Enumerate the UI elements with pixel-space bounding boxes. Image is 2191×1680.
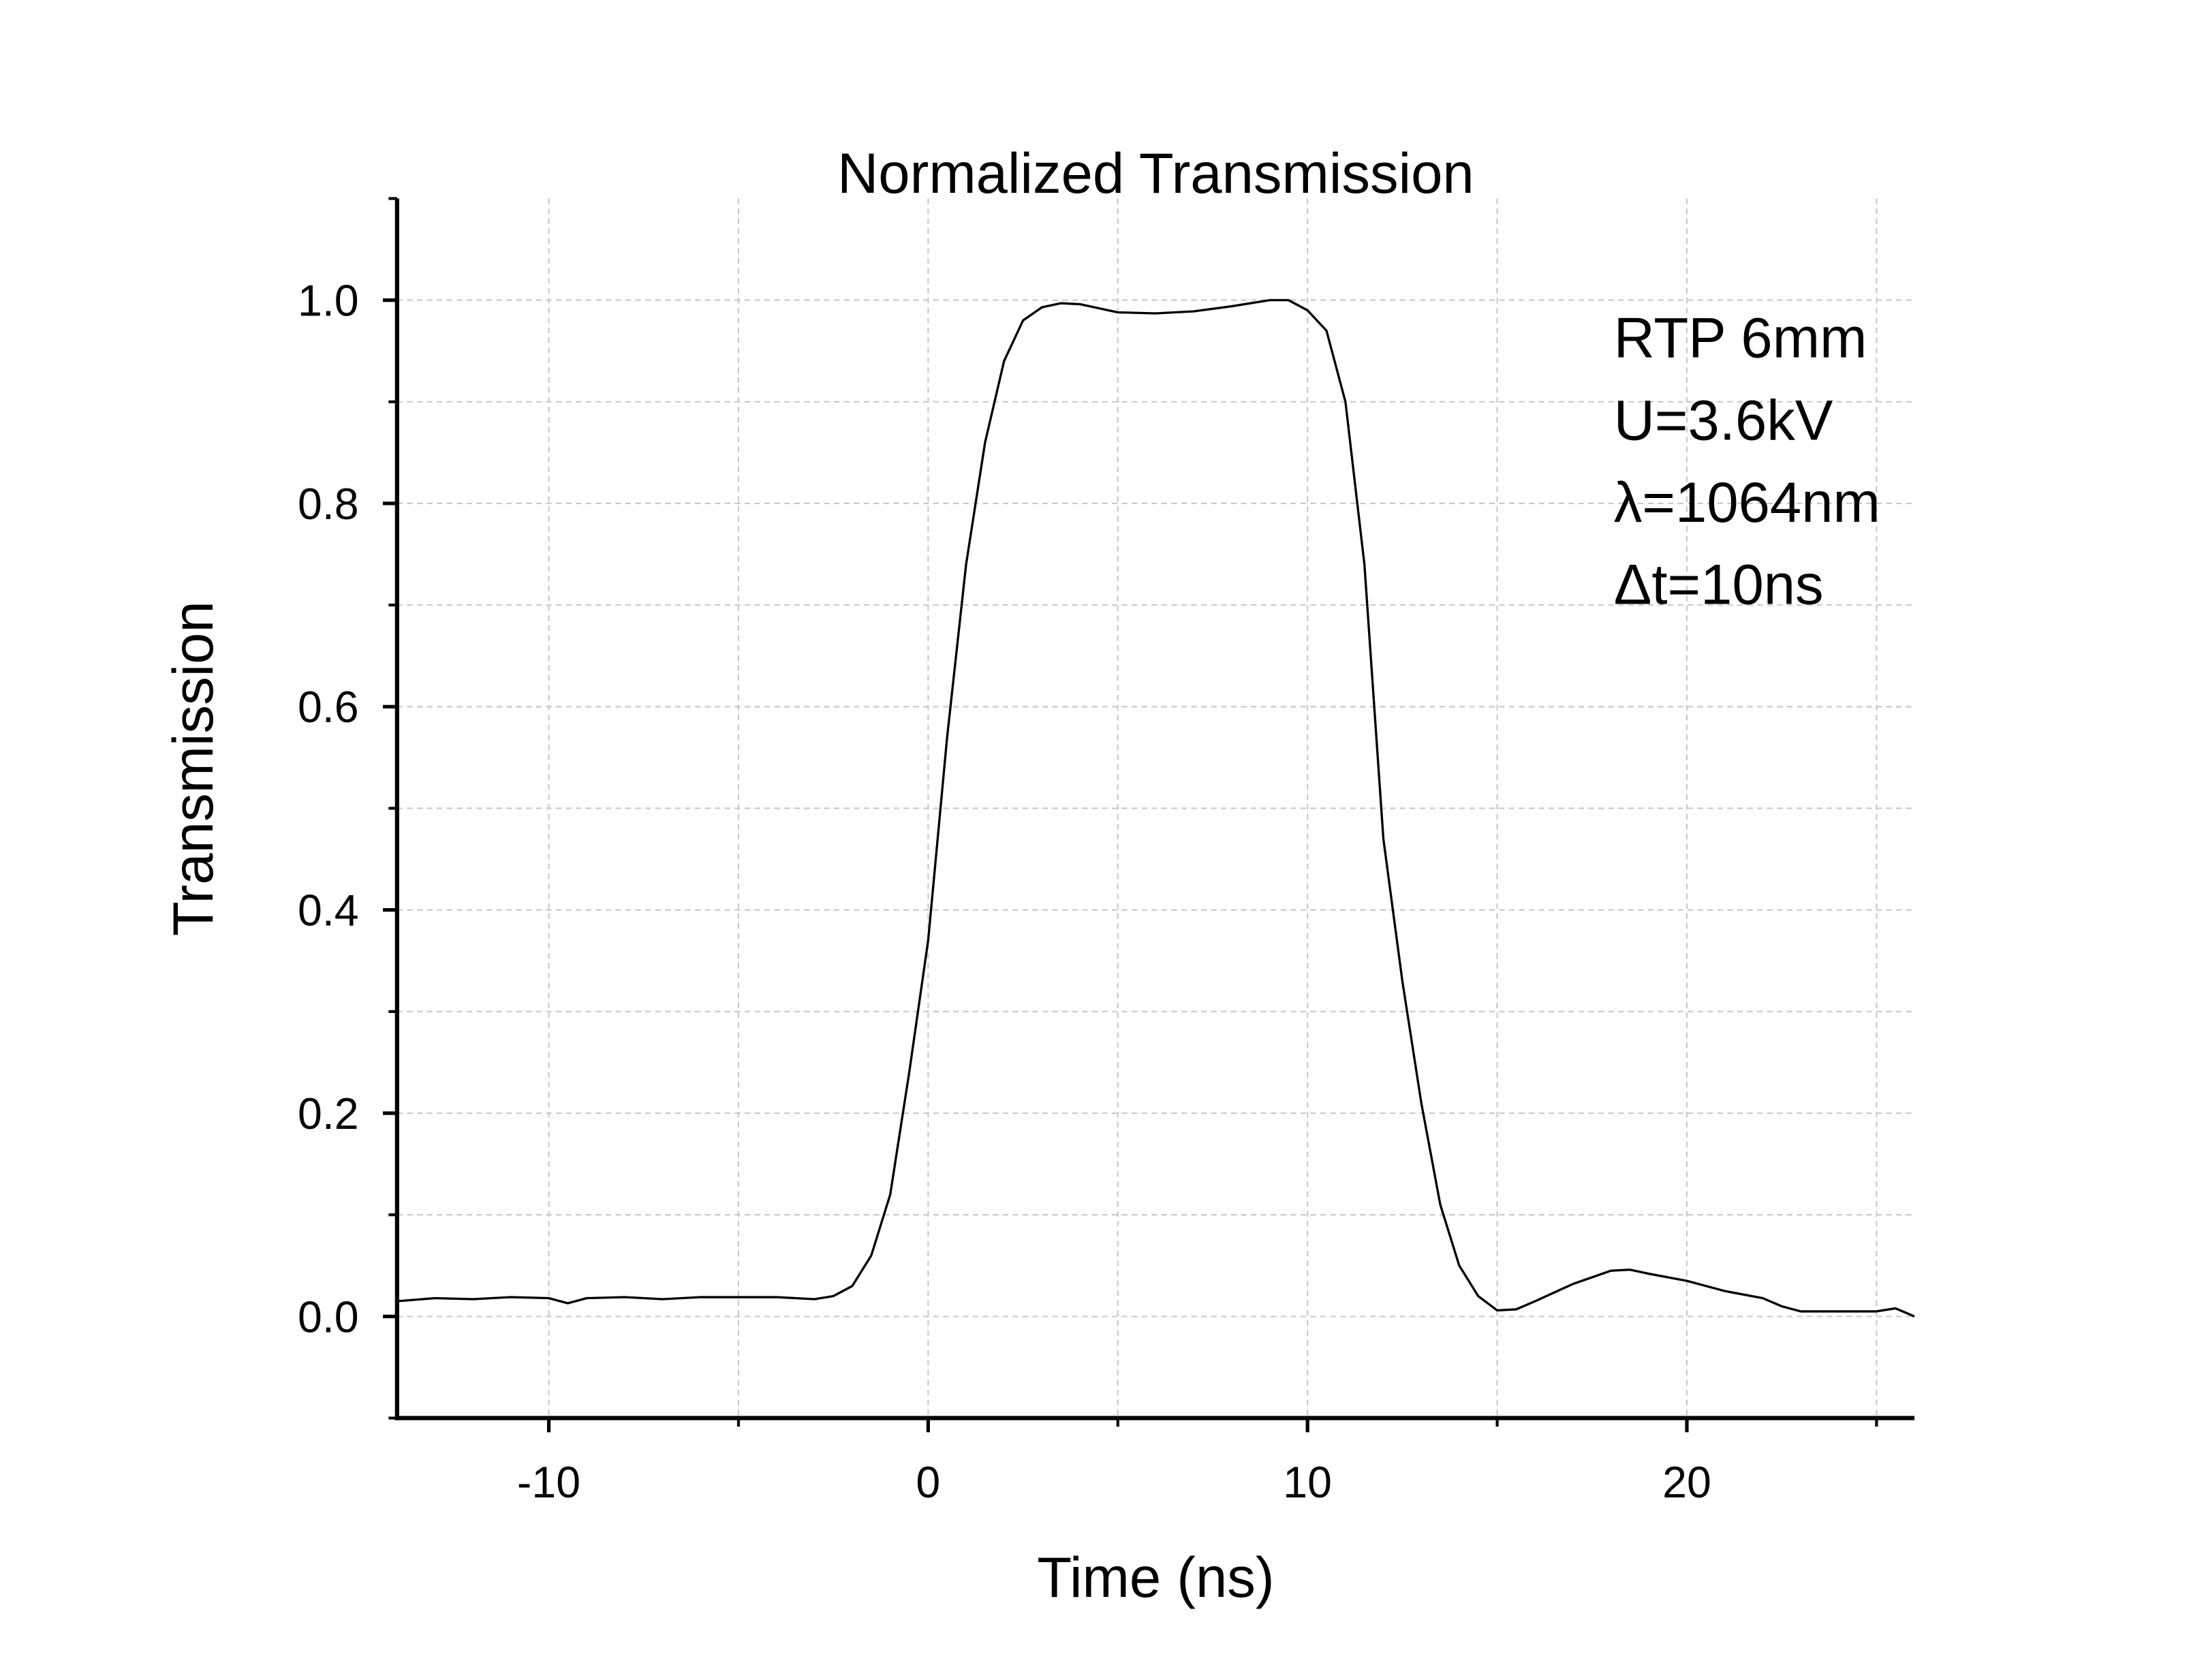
- x-axis-title: Time (ns): [1037, 1546, 1274, 1609]
- y-tick-label: 0.8: [298, 480, 359, 529]
- annotation: RTP 6mm: [1614, 307, 1867, 370]
- x-tick-label: 0: [916, 1458, 940, 1507]
- x-tick-label: 10: [1283, 1458, 1332, 1507]
- y-tick-label: 0.2: [298, 1089, 359, 1138]
- y-tick-label: 0.6: [298, 683, 359, 732]
- y-tick-label: 0.4: [298, 886, 359, 935]
- annotation: U=3.6kV: [1614, 388, 1833, 452]
- y-axis-title: Transmission: [161, 601, 225, 936]
- annotation: λ=1064nm: [1614, 471, 1880, 534]
- annotation: Δt=10ns: [1614, 553, 1824, 617]
- y-tick-label: 0.0: [298, 1292, 359, 1341]
- data-line: [397, 298, 1915, 1318]
- chart-title: Normalized Transmission: [837, 142, 1474, 205]
- x-tick-label: -10: [517, 1458, 580, 1507]
- x-tick-label: 20: [1662, 1458, 1711, 1507]
- y-tick-label: 1.0: [298, 276, 359, 325]
